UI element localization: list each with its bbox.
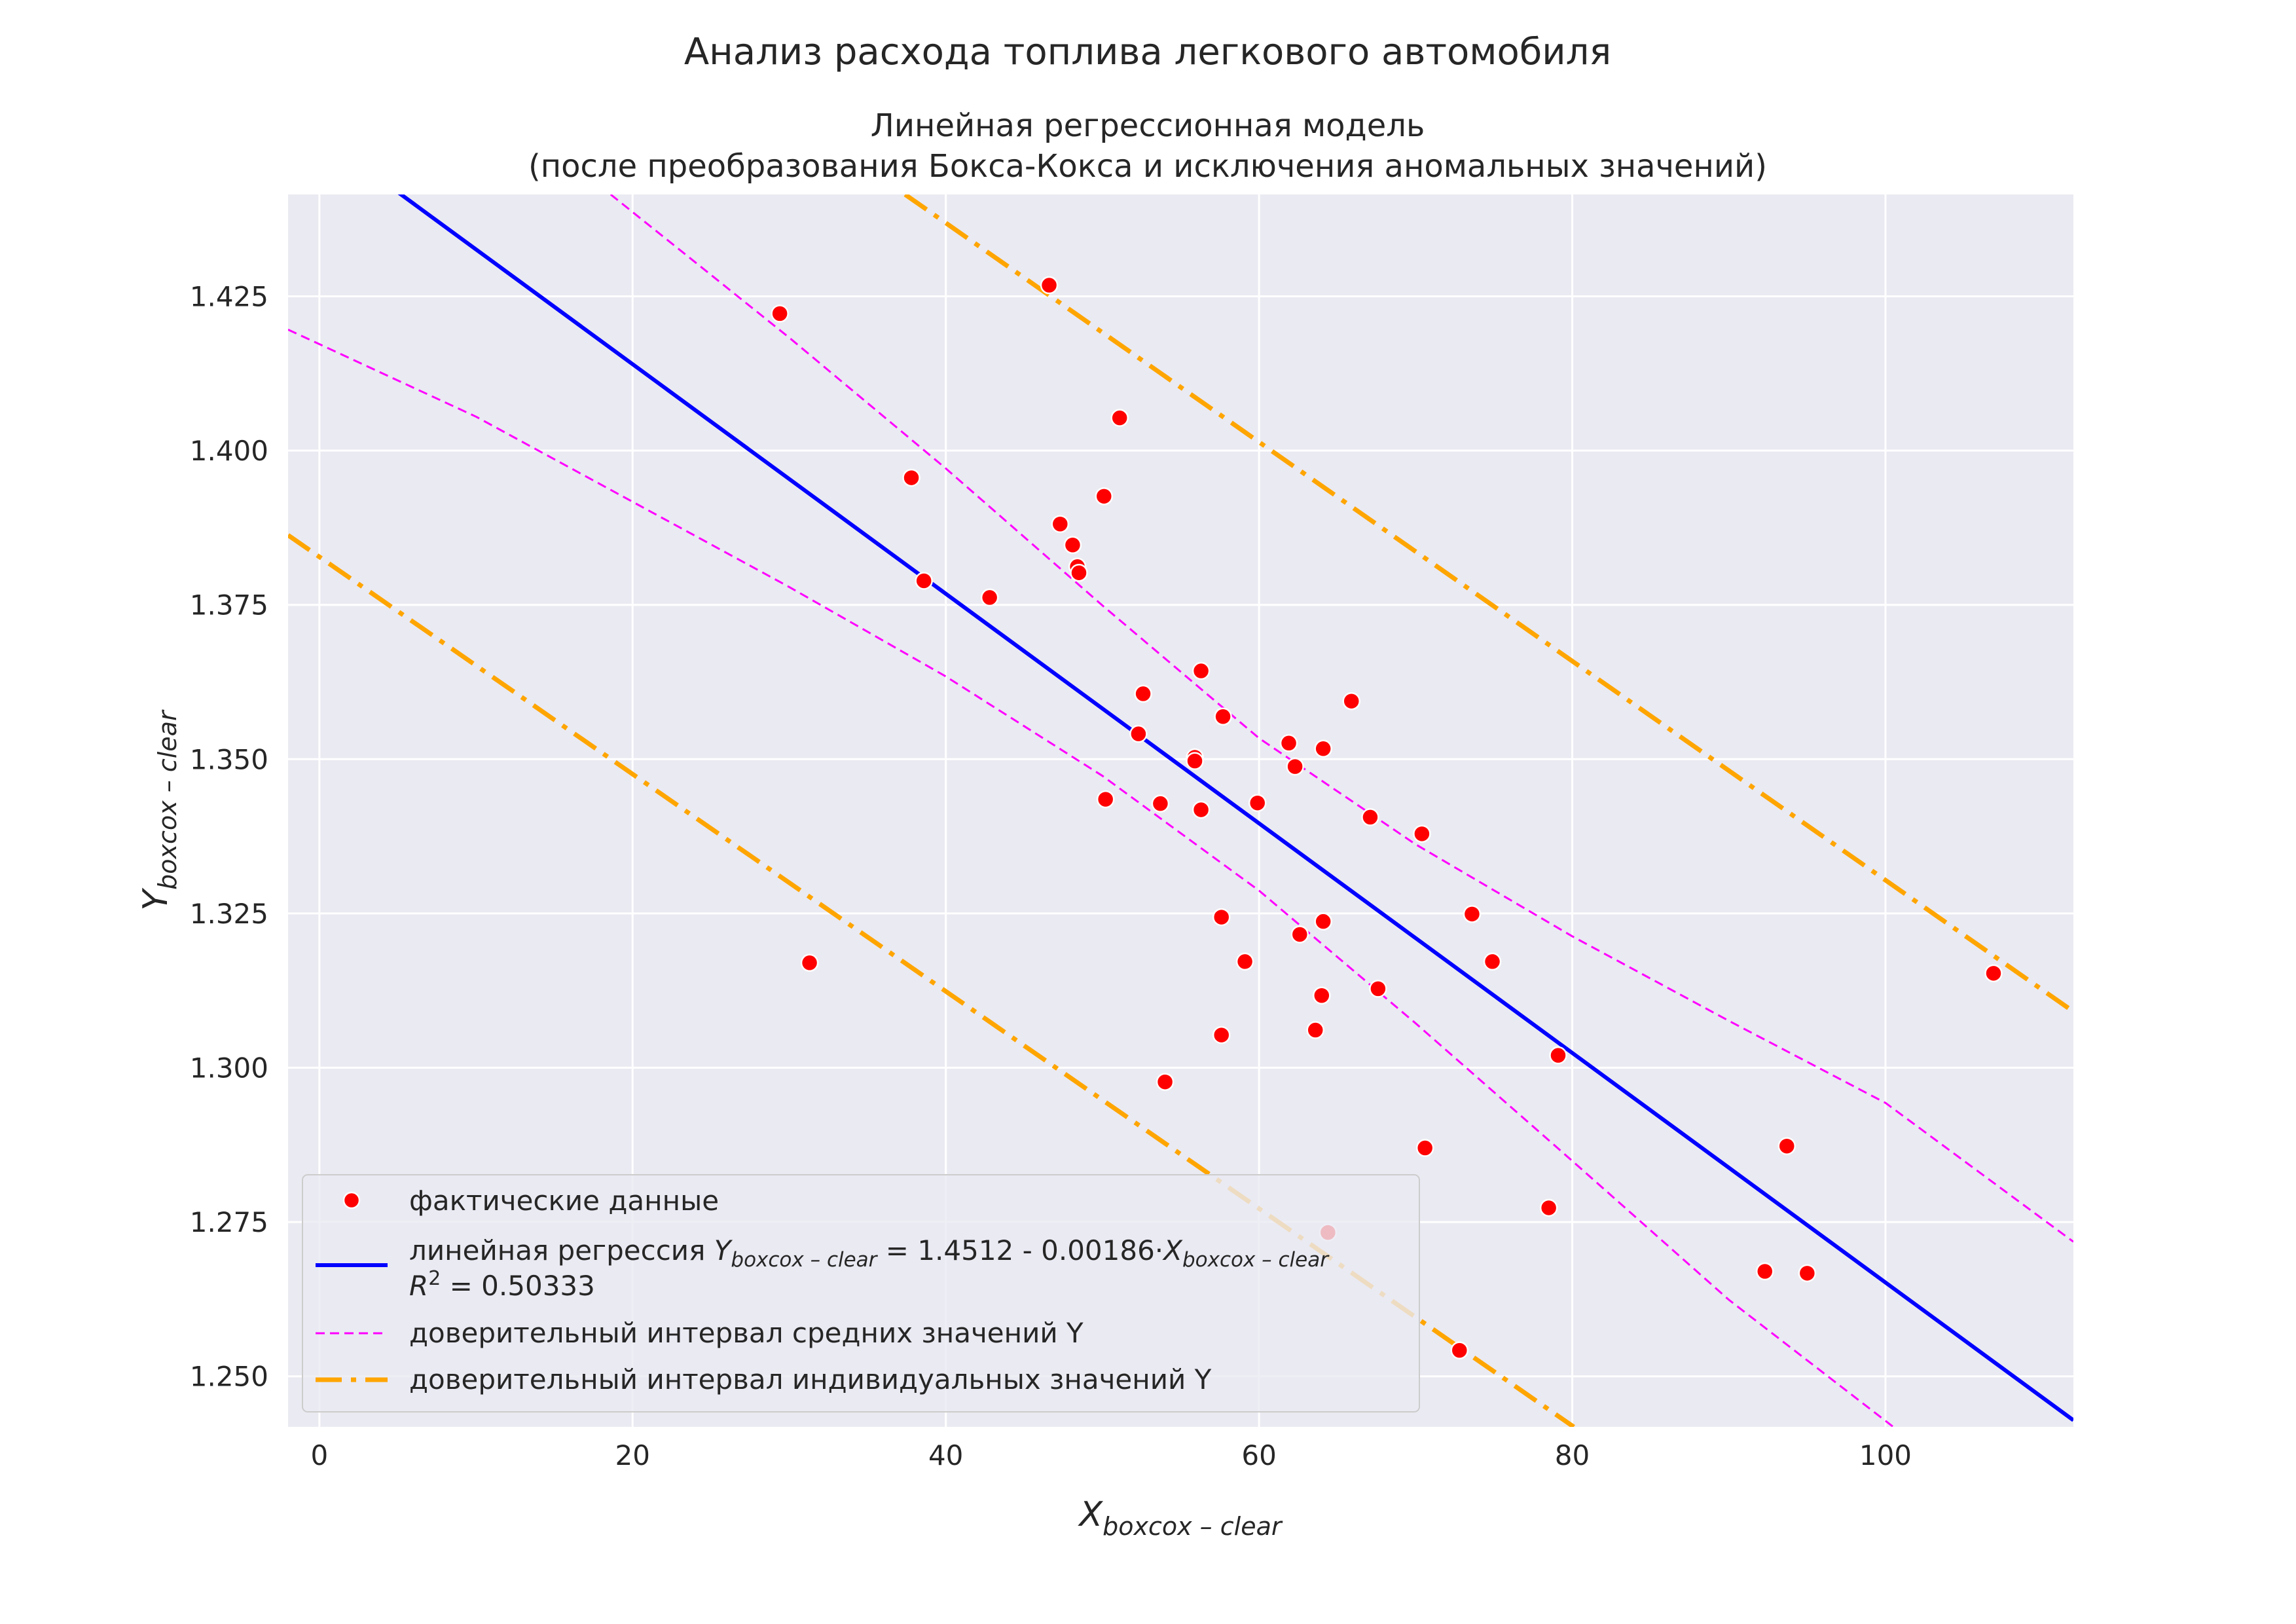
legend: фактические данные линейная регрессия Yb… bbox=[302, 1174, 1420, 1412]
data-point bbox=[1212, 1025, 1231, 1044]
y-tick-label: 1.325 bbox=[190, 898, 268, 930]
data-point bbox=[1051, 515, 1070, 533]
chart-title-line-2: (после преобразования Бокса-Кокса и искл… bbox=[528, 148, 1767, 185]
data-point bbox=[1235, 952, 1254, 971]
y-axis-label-base: Y bbox=[136, 887, 175, 911]
chart-suptitle: Анализ расхода топлива легкового автомоб… bbox=[684, 31, 1611, 73]
regression-line bbox=[397, 194, 2073, 1422]
y-tick-label: 1.425 bbox=[190, 280, 268, 312]
data-point bbox=[1342, 692, 1360, 710]
legend-regression-y-base: Y bbox=[714, 1234, 733, 1266]
y-axis-label-sub: boxcox – clear bbox=[153, 709, 182, 890]
ci-mean-upper-line bbox=[610, 194, 2073, 1243]
data-point bbox=[915, 572, 933, 590]
data-point bbox=[1313, 986, 1331, 1005]
data-point bbox=[902, 468, 920, 487]
y-tick-label: 1.400 bbox=[190, 435, 268, 467]
data-point bbox=[1314, 912, 1332, 931]
y-axis-label: Yboxcox – clear bbox=[136, 709, 182, 911]
y-tick-label: 1.375 bbox=[190, 589, 268, 621]
data-points bbox=[771, 276, 2003, 1359]
data-point bbox=[1110, 409, 1129, 427]
x-axis-label-base: X bbox=[1077, 1495, 1103, 1534]
legend-box bbox=[302, 1174, 1420, 1412]
data-point bbox=[1279, 734, 1298, 752]
legend-label-regression: линейная регрессия Yboxcox – clear = 1.4… bbox=[409, 1234, 1330, 1272]
data-point bbox=[1539, 1198, 1558, 1217]
data-point bbox=[1306, 1021, 1324, 1039]
x-tick-labels: 0 20 40 60 80 100 bbox=[310, 1439, 1912, 1471]
data-point bbox=[1290, 925, 1309, 944]
data-point bbox=[771, 304, 789, 323]
y-tick-label: 1.300 bbox=[190, 1052, 268, 1084]
data-point bbox=[1463, 905, 1482, 923]
data-point bbox=[1361, 808, 1379, 826]
data-point bbox=[1286, 757, 1304, 776]
x-tick-label: 20 bbox=[615, 1439, 650, 1471]
legend-label-points: фактические данные bbox=[409, 1185, 719, 1217]
data-point bbox=[1212, 908, 1231, 927]
legend-regression-x-sub: boxcox – clear bbox=[1182, 1248, 1330, 1272]
y-tick-label: 1.250 bbox=[190, 1361, 268, 1393]
data-point bbox=[1186, 752, 1204, 770]
x-tick-label: 100 bbox=[1859, 1439, 1912, 1471]
data-point bbox=[1156, 1073, 1175, 1091]
legend-label-ci-individual: доверительный интервал индивидуальных зн… bbox=[409, 1363, 1212, 1395]
data-point bbox=[1314, 739, 1332, 758]
ci-mean-lower-line bbox=[288, 329, 1894, 1427]
data-point bbox=[1151, 794, 1170, 813]
data-point bbox=[1413, 824, 1431, 843]
data-point bbox=[1040, 276, 1059, 295]
legend-r2-value: = 0.50333 bbox=[441, 1270, 595, 1302]
series-lines bbox=[288, 194, 2073, 1427]
legend-regression-x-base: X bbox=[1162, 1234, 1183, 1266]
data-point bbox=[1549, 1046, 1567, 1065]
y-tick-label: 1.350 bbox=[190, 743, 268, 775]
x-axis-label-sub: boxcox – clear bbox=[1102, 1512, 1283, 1541]
y-tick-label: 1.275 bbox=[190, 1206, 268, 1238]
data-point bbox=[1483, 952, 1502, 971]
y-tick-labels: 1.250 1.275 1.300 1.325 1.350 1.375 1.400 1.425 bbox=[190, 280, 268, 1392]
data-point bbox=[980, 588, 999, 607]
legend-label-ci-mean: доверительный интервал средних значений … bbox=[409, 1317, 1084, 1349]
data-point bbox=[1192, 661, 1211, 680]
x-tick-label: 60 bbox=[1241, 1439, 1276, 1471]
ci-individual-upper-line bbox=[903, 194, 2073, 1014]
data-point bbox=[1984, 964, 2003, 983]
data-point bbox=[1798, 1264, 1817, 1283]
x-tick-label: 80 bbox=[1555, 1439, 1590, 1471]
data-point bbox=[1756, 1262, 1774, 1281]
data-point bbox=[1415, 1139, 1434, 1157]
legend-marker-points bbox=[342, 1191, 361, 1209]
data-point bbox=[1134, 684, 1152, 703]
data-point bbox=[1063, 536, 1082, 555]
legend-regression-text: линейная регрессия bbox=[409, 1234, 705, 1266]
data-point bbox=[800, 953, 819, 972]
data-point bbox=[1129, 724, 1148, 743]
legend-label-r2: R2 = 0.50333 bbox=[409, 1267, 595, 1302]
data-point bbox=[1095, 487, 1114, 506]
data-point bbox=[1096, 790, 1115, 809]
data-point bbox=[1070, 563, 1088, 582]
data-point bbox=[1450, 1341, 1469, 1359]
data-point bbox=[1248, 794, 1267, 812]
data-point bbox=[1214, 707, 1232, 726]
legend-regression-equation: = 1.4512 - 0.00186· bbox=[877, 1234, 1163, 1266]
data-point bbox=[1192, 800, 1211, 819]
x-tick-label: 40 bbox=[928, 1439, 963, 1471]
legend-regression-y-sub: boxcox – clear bbox=[731, 1248, 878, 1272]
chart-title-line-1: Линейная регрессионная модель bbox=[871, 107, 1425, 144]
data-point bbox=[1777, 1137, 1796, 1155]
x-tick-label: 0 bbox=[310, 1439, 328, 1471]
x-axis-label: Xboxcox – clear bbox=[1077, 1495, 1283, 1541]
data-point bbox=[1369, 980, 1387, 998]
